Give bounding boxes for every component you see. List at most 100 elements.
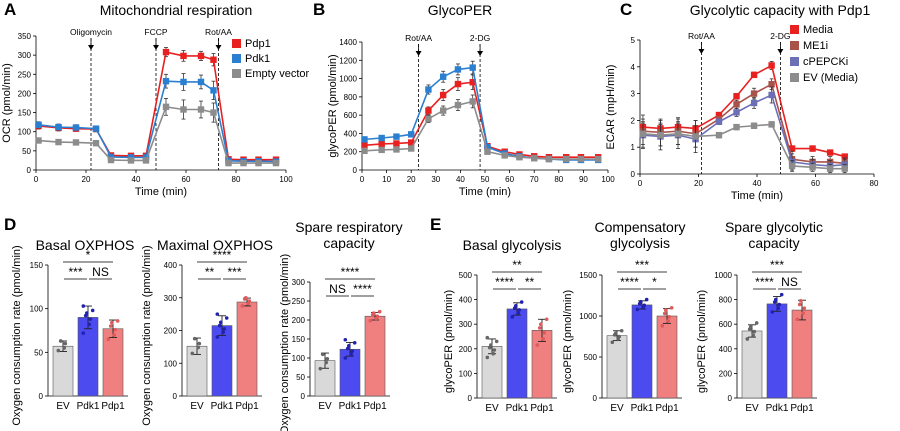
significance-label: NS [329,282,346,296]
data-point [777,302,782,307]
data-point [378,134,385,142]
data-point [750,71,758,79]
x-tick-label: 20 [407,175,416,184]
x-tick-label: 80 [554,175,563,184]
data-point [545,155,553,163]
data-point [35,121,42,129]
significance-label: **** [213,248,232,262]
data-point [517,308,522,312]
significance-label: NS [781,275,798,289]
data-point [594,155,602,163]
data-point [664,308,668,313]
x-tick-label: 0 [34,175,39,184]
injection-arrow-head [698,49,705,54]
y-tick-label: 4 [631,63,636,72]
data-point [375,314,380,319]
y-tick-label: 100 [18,128,32,137]
bar [52,345,74,397]
category-label: EV [610,403,624,414]
data-point [539,322,543,327]
x-tick-label: 0 [638,179,643,188]
data-point [768,121,775,128]
y-tick-label: 1500 [579,271,597,280]
y-axis-label: Oxygen consumption rate (pmol/min) [11,245,23,425]
data-point [801,311,805,315]
data-point [324,360,329,365]
x-tick-label: 60 [182,175,191,184]
bar [506,308,528,399]
significance-label: ** [525,275,535,289]
data-point [799,299,803,303]
injection-arrow-head [777,49,784,54]
data-point [809,145,816,152]
data-point [454,101,462,109]
data-point [516,311,520,315]
y-tick-label: 300 [292,278,306,287]
category-label: EV [745,403,759,414]
panel-letter-e: E [430,215,441,234]
y-tick-label: 3 [631,90,636,99]
data-point [666,319,670,323]
data-point [81,304,86,308]
x-tick-label: 20 [694,179,703,188]
x-tick-label: 50 [481,175,490,184]
data-point [469,79,476,86]
y-axis-label: Oxygen consumption rate (pmol/min) [279,254,291,431]
y-axis-label: glycoPER (pmol/min) [443,290,455,393]
data-point [774,297,778,302]
legend-swatch [790,57,799,66]
category-label: Pdk1 [631,403,654,414]
data-point [378,140,385,148]
category-label: EV [56,401,70,412]
y-tick-label: 50 [34,348,43,357]
significance-label: * [86,248,91,262]
data-point [485,355,490,360]
category-label: Pdk1 [766,403,789,414]
data-point [788,145,796,152]
y-tick-label: 1 [631,143,636,152]
legend-swatch [232,69,241,78]
bar [364,315,386,397]
injection-label: FCCP [144,27,167,37]
chart-title: Compensatory [594,219,685,235]
x-tick-label: 90 [579,175,588,184]
category-label: Pdk1 [506,403,529,414]
series-line [364,100,599,160]
category-label: EV [485,403,499,414]
data-point [674,130,682,137]
data-point [361,147,368,154]
significance-label: * [652,275,657,289]
data-point [494,339,499,344]
data-point [501,152,508,159]
legend-label: Pdk1 [245,53,270,65]
data-point [393,133,400,140]
significance-label: *** [68,265,82,279]
x-tick-label: 0 [360,175,365,184]
legend-label: cPEPCKi [803,56,848,68]
data-point [639,299,643,304]
y-tick-label: 200 [459,345,473,354]
data-point [378,146,385,154]
bar [236,301,258,397]
data-point [802,306,807,311]
data-point [225,159,232,167]
category-label: Pdk1 [211,401,234,412]
data-point [210,109,217,116]
data-point [35,137,42,144]
data-point [180,78,187,86]
injection-label: Rot/AA [405,33,432,43]
y-tick-label: 0 [39,392,44,401]
data-point [489,343,493,347]
data-point [343,356,348,360]
significance-label: ** [512,258,522,272]
data-point [210,56,217,63]
data-point [196,345,200,350]
data-point [841,153,848,160]
data-point [788,162,796,170]
data-point [425,107,432,114]
data-point [222,327,227,331]
data-point [361,142,368,149]
significance-label: *** [635,258,649,272]
y-tick-label: 200 [719,369,733,378]
